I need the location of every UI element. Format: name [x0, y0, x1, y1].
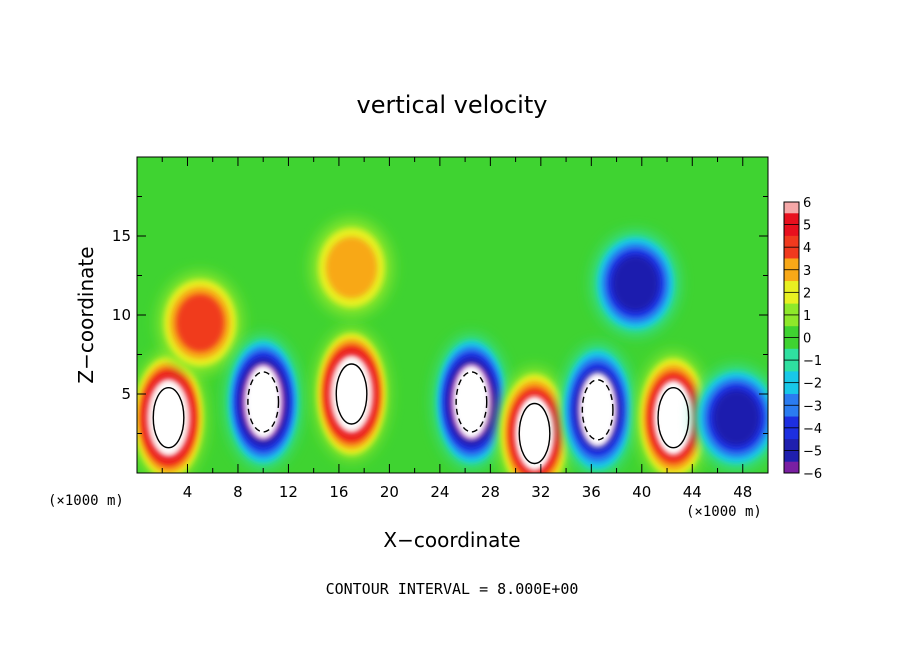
field-feature-2-core	[244, 364, 282, 440]
x-axis: 4 8 12 16 20 24 28 32 36 40 44 48	[161, 157, 752, 501]
y-axis-label: Z−coordinate	[74, 246, 98, 383]
field-feature-1-level-4	[176, 294, 225, 352]
colorbar-tick-label-9: −3	[803, 399, 822, 414]
contour-feature-0	[152, 387, 185, 449]
x-tick-label-4: 20	[380, 483, 399, 501]
colorbar-tick-label-6: 0	[803, 332, 811, 347]
x-unit-label-left: (×1000 m)	[48, 493, 124, 509]
colorbar-tick-label-2: 4	[803, 241, 811, 256]
y-tick-label-2: 15	[112, 227, 131, 245]
colorbar-band-15	[784, 371, 799, 384]
colorbar-band-5	[784, 258, 799, 271]
colorbar-band-9	[784, 303, 799, 316]
contour-feature-7	[581, 379, 614, 441]
contour-feature-2	[247, 371, 280, 433]
colorbar-band-12	[784, 337, 799, 350]
contour-lines	[152, 363, 690, 465]
colorbar-tick-label-0: 6	[803, 196, 811, 211]
x-unit-label-right: (×1000 m)	[686, 504, 762, 520]
x-tick-label-8: 36	[582, 483, 601, 501]
contour-feature-3	[335, 363, 368, 425]
contour-feature-6	[518, 402, 551, 465]
field-feature-5-core	[452, 364, 491, 440]
field-feature-4-level-3	[326, 237, 378, 299]
x-tick-label-5: 24	[430, 483, 449, 501]
colorbar: 6 5 4 3 2 1 0 −1 −2 −3 −4 −5 −6	[783, 196, 822, 482]
field-features	[137, 219, 768, 473]
x-tick-label-7: 32	[531, 483, 550, 501]
colorbar-band-3	[784, 235, 799, 248]
colorbar-band-1	[784, 213, 799, 225]
y-axis: 5 10 15	[112, 196, 768, 434]
colorbar-band-6	[784, 269, 799, 282]
x-tick-label-9: 40	[632, 483, 651, 501]
colorbar-band-23	[784, 461, 799, 474]
x-tick-label-3: 16	[329, 483, 348, 501]
colorbar-tick-label-7: −1	[803, 354, 822, 369]
colorbar-band-2	[784, 224, 799, 237]
x-tick-label-0: 4	[183, 483, 193, 501]
chart-title: vertical velocity	[357, 91, 548, 119]
colorbar-tick-label-11: −5	[803, 444, 822, 459]
colorbar-band-4	[784, 247, 799, 259]
colorbar-tick-label-12: −6	[803, 467, 822, 482]
colorbar-band-16	[784, 382, 799, 395]
colorbar-band-21	[784, 439, 799, 451]
colorbar-band-19	[784, 416, 799, 429]
x-tick-label-1: 8	[233, 483, 243, 501]
colorbar-tick-label-3: 3	[803, 264, 811, 279]
field-feature-10-level-5	[713, 390, 760, 446]
colorbar-tick-label-8: −2	[803, 377, 822, 392]
field-feature-3-core	[332, 356, 371, 432]
field-feature-0-core	[149, 380, 188, 455]
colorbar-band-0	[784, 202, 799, 214]
contour-interval-note: CONTOUR INTERVAL = 8.000E+00	[326, 580, 579, 598]
colorbar-band-14	[784, 360, 799, 372]
colorbar-band-22	[784, 450, 799, 463]
colorbar-band-7	[784, 281, 799, 293]
colorbar-tick-label-1: 5	[803, 219, 811, 234]
field-feature-9-core	[654, 380, 693, 455]
colorbar-tick-label-5: 1	[803, 309, 811, 324]
x-tick-label-10: 44	[683, 483, 702, 501]
colorbar-band-11	[784, 326, 799, 338]
contour-feature-5	[455, 371, 488, 433]
colorbar-band-13	[784, 348, 799, 361]
colorbar-band-8	[784, 292, 799, 305]
field-feature-6-core	[515, 396, 554, 471]
colorbar-band-20	[784, 427, 799, 440]
x-axis-label: X−coordinate	[383, 528, 520, 552]
colorbar-tick-label-10: −4	[803, 422, 822, 437]
colorbar-tick-label-4: 2	[803, 286, 811, 301]
plot-area	[137, 157, 768, 473]
y-tick-label-0: 5	[121, 385, 131, 403]
colorbar-band-18	[784, 405, 799, 417]
x-tick-label-6: 28	[481, 483, 500, 501]
colorbar-band-17	[784, 393, 799, 406]
y-tick-label-1: 10	[112, 306, 131, 324]
x-tick-label-11: 48	[733, 483, 752, 501]
field-feature-7-core	[578, 372, 617, 447]
field-feature-8-level-5	[612, 255, 659, 311]
x-tick-label-2: 12	[279, 483, 298, 501]
colorbar-band-10	[784, 314, 799, 327]
contour-feature-9	[657, 387, 690, 449]
